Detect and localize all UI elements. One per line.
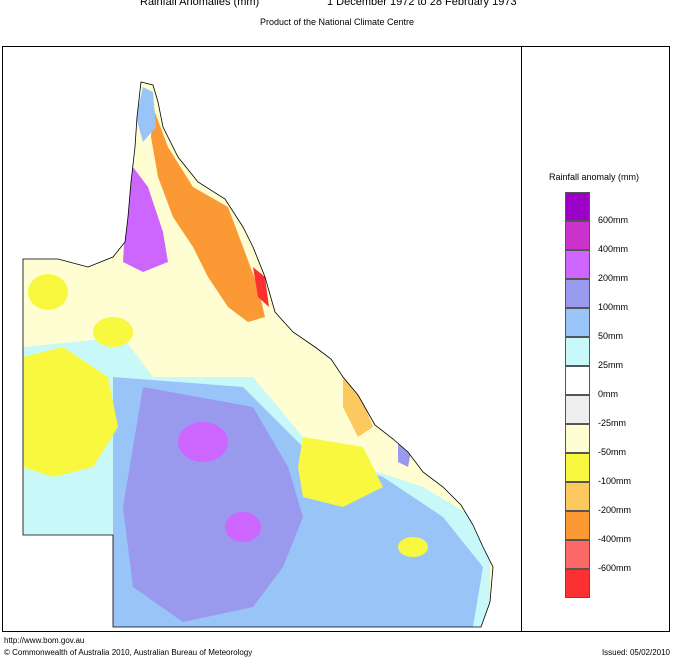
legend-swatch — [565, 221, 590, 250]
wet-cape-tip — [136, 87, 156, 142]
legend-tick-label: -25mm — [598, 418, 627, 428]
legend-tick-label: 100mm — [598, 302, 629, 312]
legend-swatch — [565, 366, 590, 395]
dry-patch — [398, 537, 428, 557]
legend-tick-label: -100mm — [598, 476, 632, 486]
wet-coast-patch — [398, 442, 411, 467]
subtitle-text: Product of the National Climate Centre — [259, 17, 415, 27]
copyright-text: © Commonwealth of Australia 2010, Austra… — [4, 648, 253, 657]
dry-west-zone — [23, 347, 118, 477]
legend-tick-label: 0mm — [598, 389, 618, 399]
legend-swatch — [565, 511, 590, 540]
moderate-dry-coast — [343, 377, 373, 437]
legend-swatch — [565, 540, 590, 569]
legend-swatch — [565, 192, 590, 221]
state-outline — [22, 81, 494, 628]
rainfall-anomaly-map — [22, 81, 494, 628]
legend-tick-label: 200mm — [598, 273, 629, 283]
legend-swatch — [565, 482, 590, 511]
dry-east-coast — [151, 107, 265, 322]
dry-central-east — [298, 437, 383, 507]
dry-patch — [93, 317, 133, 347]
legend-divider — [521, 46, 522, 632]
legend-title: Rainfall anomaly (mm) — [549, 172, 640, 182]
legend-swatch — [565, 250, 590, 279]
legend-swatch — [565, 308, 590, 337]
legend-tick-label: 600mm — [598, 215, 629, 225]
legend-tick-label: 400mm — [598, 244, 629, 254]
legend-swatch — [565, 569, 590, 598]
legend-swatch — [565, 337, 590, 366]
heavy-wet-zone — [123, 387, 303, 622]
period-text: 1 December 1972 to 28 February 1973 — [327, 0, 517, 8]
title-text: Rainfall Anomalies (mm) — [140, 0, 260, 8]
legend-tick-label: -400mm — [598, 534, 632, 544]
legend-tick-label: -50mm — [598, 447, 627, 457]
very-wet-patch — [178, 422, 228, 462]
wet-west-cape — [123, 167, 168, 272]
legend-swatch — [565, 453, 590, 482]
map-title: Rainfall Anomalies (mm) 1 December 1972 … — [0, 0, 674, 10]
dry-patch — [28, 274, 68, 310]
legend-tick-label: 25mm — [598, 360, 624, 370]
issued-date: Issued: 05/02/2010 — [601, 648, 670, 657]
legend-swatch — [565, 395, 590, 424]
legend-swatch — [565, 279, 590, 308]
legend-tick-label: -600mm — [598, 563, 632, 573]
legend-tick-label: 50mm — [598, 331, 624, 341]
map-frame — [2, 46, 670, 632]
very-wet-patch — [225, 512, 261, 542]
website-url: http://www.bom.gov.au — [4, 636, 85, 645]
legend-tick-label: -200mm — [598, 505, 632, 515]
anomaly-fill — [23, 82, 493, 627]
legend-swatch — [565, 424, 590, 453]
